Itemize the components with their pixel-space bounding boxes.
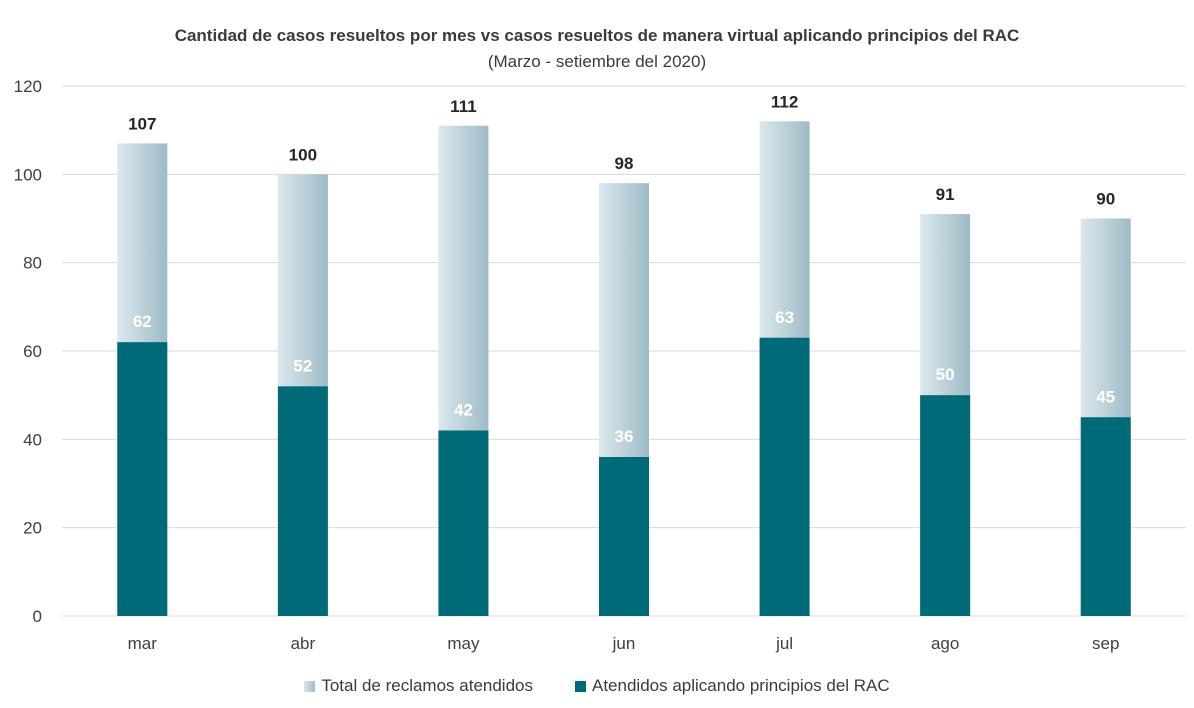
data-label-total: 107 [128,114,156,133]
chart-title: Cantidad de casos resueltos por mes vs c… [174,26,1020,45]
data-label-rac: 36 [615,427,634,446]
legend-swatch-rac [575,680,586,692]
legend-swatch-total [304,680,316,692]
data-label-total: 112 [771,92,798,111]
data-label-rac: 62 [133,312,152,331]
x-tick-label: jul [775,634,793,653]
bar-rac [277,386,328,616]
data-label-rac: 42 [454,401,473,420]
bar-rac [759,337,810,616]
x-tick-label: may [447,634,480,653]
data-label-total: 91 [936,185,955,204]
chart-legend: Total de reclamos atendidos Atendidos ap… [0,676,1194,696]
x-tick-label: abr [291,634,316,653]
bar-rac [920,395,971,616]
y-tick-label: 60 [23,342,42,361]
legend-item-rac: Atendidos aplicando principios del RAC [575,676,890,696]
data-label-rac: 50 [936,365,955,384]
bar-rac [1080,417,1131,616]
bar-rac [117,342,168,616]
bar-rac [599,457,649,616]
bar-rac [438,430,489,616]
data-label-rac: 45 [1096,387,1115,406]
x-tick-label: mar [128,634,158,653]
data-label-total: 111 [450,97,477,116]
data-label-total: 90 [1096,190,1115,209]
y-tick-label: 0 [33,607,42,626]
x-tick-label: sep [1092,634,1119,653]
chart-subtitle: (Marzo - setiembre del 2020) [487,52,707,71]
y-tick-label: 40 [23,430,42,449]
data-label-rac: 52 [293,356,312,375]
bar-chart: 107 62 100 52 111 42 98 36 112 63 91 50 90 45 mar abr m… [14,77,1186,653]
data-label-total: 100 [289,145,317,164]
legend-item-total: Total de reclamos atendidos [304,676,533,696]
y-tick-label: 120 [14,77,42,96]
y-tick-label: 100 [14,165,42,184]
x-tick-label: jun [612,634,636,653]
y-tick-label: 80 [23,254,42,273]
legend-label-total: Total de reclamos atendidos [321,676,533,695]
data-label-rac: 63 [775,308,794,327]
data-label-total: 98 [615,154,634,173]
y-tick-label: 20 [23,519,42,538]
legend-label-rac: Atendidos aplicando principios del RAC [592,676,890,695]
x-tick-label: ago [931,634,959,653]
